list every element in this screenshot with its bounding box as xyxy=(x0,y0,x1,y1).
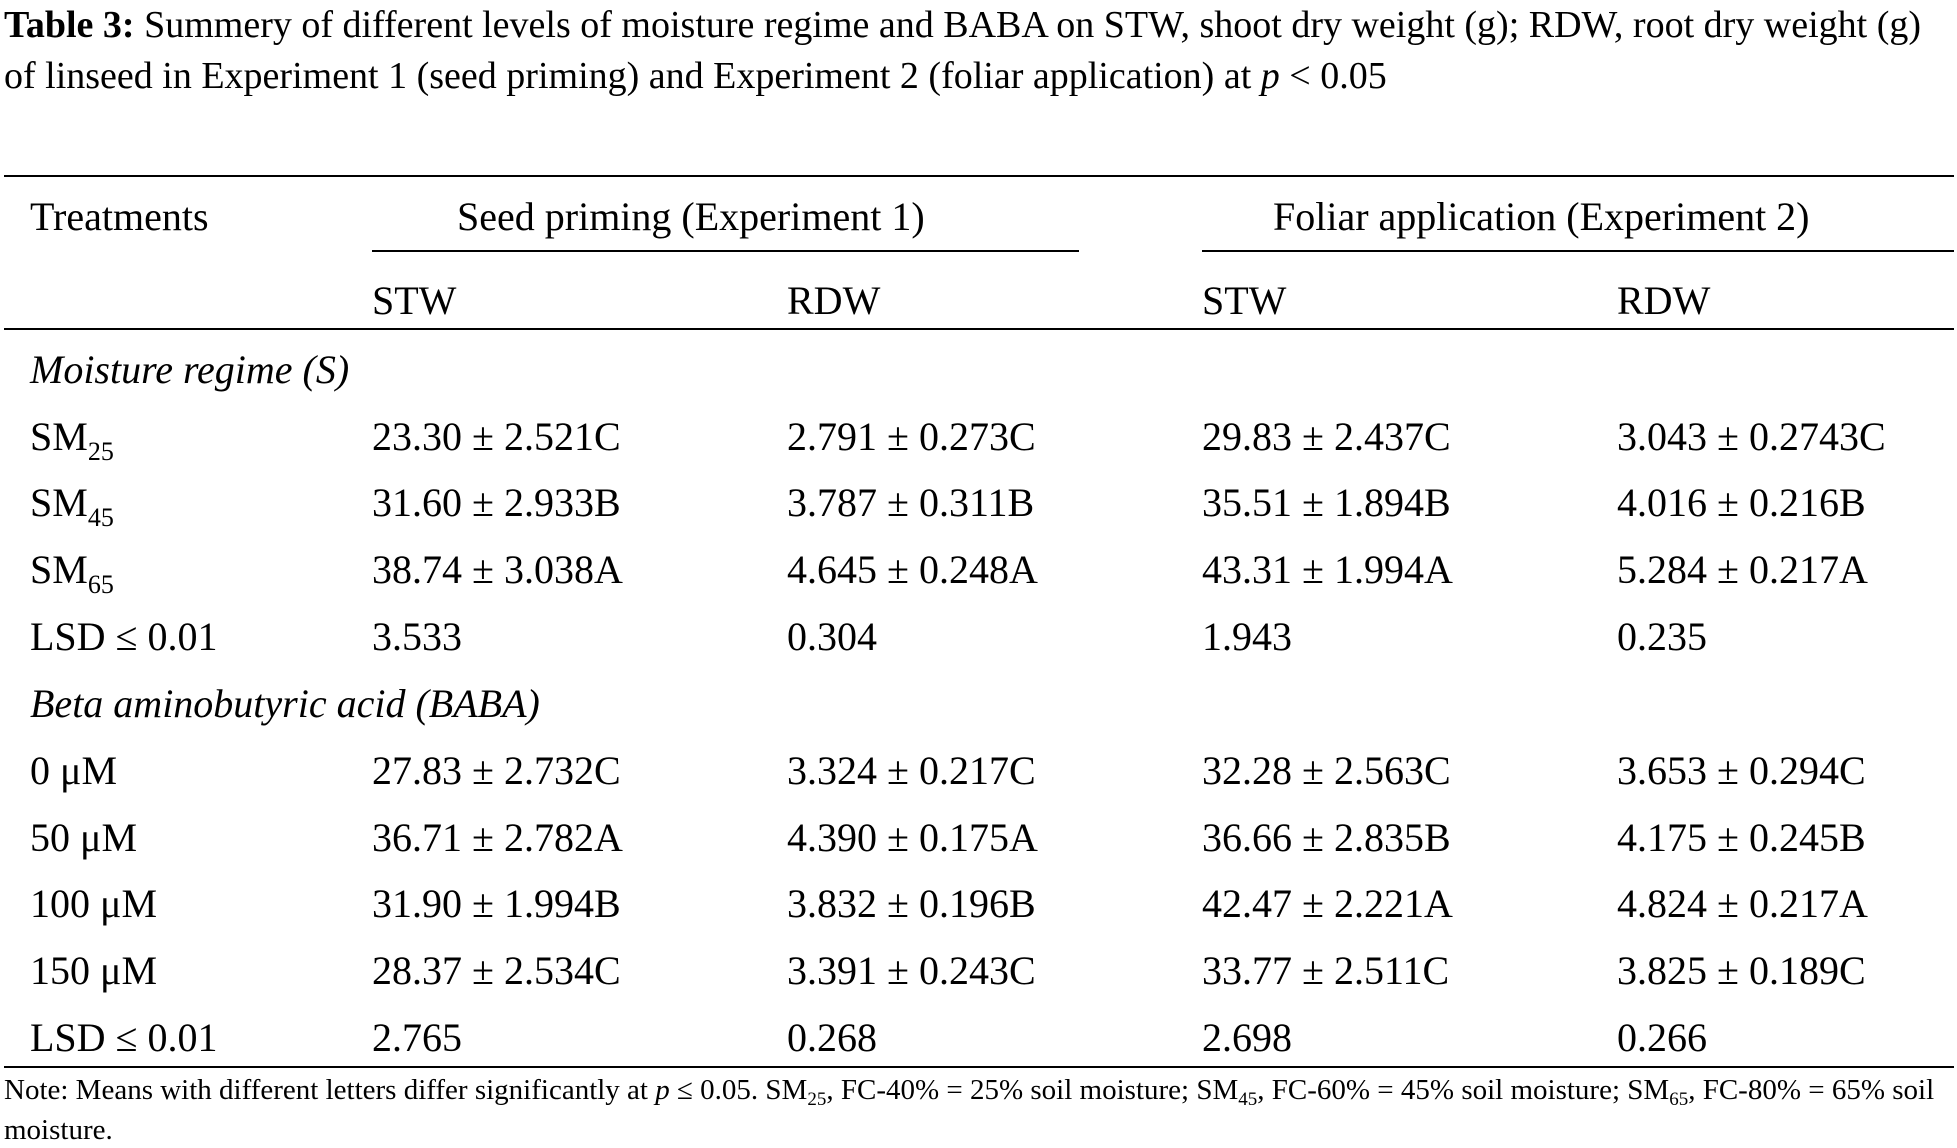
header-foliar-application: Foliar application (Experiment 2) xyxy=(1273,194,1810,239)
cell-e2-rdw: 4.016 ± 0.216B xyxy=(1617,480,1866,525)
cell-e1-stw: 38.74 ± 3.038A xyxy=(372,547,623,592)
cell-e1-stw: 31.90 ± 1.994B xyxy=(372,881,621,926)
row-label-text: SM xyxy=(30,414,88,459)
header-treatments: Treatments xyxy=(30,194,209,239)
caption-p-symbol: p xyxy=(1260,55,1280,97)
caption-text: Summery of different levels of moisture … xyxy=(4,4,1922,97)
header-seed-priming: Seed priming (Experiment 1) xyxy=(457,194,925,239)
cell-e2-rdw: 3.653 ± 0.294C xyxy=(1617,748,1866,793)
bottom-rule xyxy=(4,1066,1954,1068)
cell-e1-stw: 27.83 ± 2.732C xyxy=(372,748,621,793)
note-def: , FC-80% = 65% soil moisture. xyxy=(4,1074,1935,1146)
row-label-text: SM xyxy=(30,547,88,592)
cell-e2-rdw: 3.825 ± 0.189C xyxy=(1617,948,1866,993)
table-note: Note: Means with different letters diffe… xyxy=(4,1072,1954,1148)
note-def: , FC-60% = 45% soil moisture; xyxy=(1257,1074,1621,1106)
cell-e1-rdw: 3.787 ± 0.311B xyxy=(787,480,1035,525)
note-sub: 25 xyxy=(807,1089,827,1110)
cell-e2-rdw: 4.175 ± 0.245B xyxy=(1617,815,1866,860)
note-sub: 45 xyxy=(1238,1089,1258,1110)
header-e1-stw: STW xyxy=(372,278,457,323)
row-label: LSD ≤ 0.01 xyxy=(30,1015,218,1060)
header-e1-rdw: RDW xyxy=(787,278,881,323)
cell-e1-stw: 28.37 ± 2.534C xyxy=(372,948,621,993)
cell-e1-rdw: 2.791 ± 0.273C xyxy=(787,414,1036,459)
header-e2-stw: STW xyxy=(1202,278,1287,323)
cell-e1-stw: 23.30 ± 2.521C xyxy=(372,414,621,459)
caption-p-clause: < 0.05 xyxy=(1289,55,1387,97)
cell-e2-stw: 1.943 xyxy=(1202,614,1292,659)
row-label: 150 μM xyxy=(30,948,158,993)
row-label: 50 μM xyxy=(30,815,138,860)
cell-e1-stw: 31.60 ± 2.933B xyxy=(372,480,621,525)
cell-e2-rdw: 4.824 ± 0.217A xyxy=(1617,881,1868,926)
note-sm65: SM65, FC-80% = 65% soil moisture. xyxy=(4,1074,1934,1146)
cell-e1-rdw: 3.391 ± 0.243C xyxy=(787,948,1036,993)
cell-e2-stw: 43.31 ± 1.994A xyxy=(1202,547,1453,592)
header-e2-rdw: RDW xyxy=(1617,278,1711,323)
cell-e2-rdw: 0.235 xyxy=(1617,614,1707,659)
cell-e1-rdw: 0.268 xyxy=(787,1015,877,1060)
note-def: , FC-40% = 25% soil moisture; xyxy=(826,1074,1190,1106)
row-label: SM25 xyxy=(30,413,114,466)
top-rule xyxy=(4,175,1954,177)
note-sm-label: SM xyxy=(1196,1074,1239,1106)
note-sub: 65 xyxy=(1669,1089,1689,1110)
caption-label: Table 3: xyxy=(4,4,135,46)
row-label: SM45 xyxy=(30,479,114,532)
cell-e2-stw: 2.698 xyxy=(1202,1015,1292,1060)
row-label-sub: 65 xyxy=(87,570,114,599)
note-sm45: SM45, FC-60% = 45% soil moisture; xyxy=(1196,1074,1621,1110)
section-title: Moisture regime (S) xyxy=(30,347,350,392)
cell-e2-stw: 29.83 ± 2.437C xyxy=(1202,414,1451,459)
section-title: Beta aminobutyric acid (BABA) xyxy=(30,681,540,726)
row-label-sub: 45 xyxy=(87,503,114,532)
cell-e2-rdw: 3.043 ± 0.2743C xyxy=(1617,414,1886,459)
cell-e1-stw: 3.533 xyxy=(372,614,462,659)
cell-e2-stw: 36.66 ± 2.835B xyxy=(1202,815,1451,860)
note-p-symbol: p xyxy=(655,1074,670,1106)
row-label: 0 μM xyxy=(30,748,118,793)
cell-e1-rdw: 3.324 ± 0.217C xyxy=(787,748,1036,793)
row-label-sub: 25 xyxy=(87,437,114,466)
cell-e2-stw: 32.28 ± 2.563C xyxy=(1202,748,1451,793)
row-label: 100 μM xyxy=(30,881,158,926)
cell-e1-stw: 2.765 xyxy=(372,1015,462,1060)
cell-e1-rdw: 4.390 ± 0.175A xyxy=(787,815,1038,860)
cell-e2-rdw: 0.266 xyxy=(1617,1015,1707,1060)
cell-e2-stw: 35.51 ± 1.894B xyxy=(1202,480,1451,525)
row-label-text: SM xyxy=(30,480,88,525)
cell-e1-rdw: 4.645 ± 0.248A xyxy=(787,547,1038,592)
group2-underline xyxy=(1202,250,1954,252)
table-caption: Table 3: Summery of different levels of … xyxy=(4,0,1954,102)
cell-e2-rdw: 5.284 ± 0.217A xyxy=(1617,547,1868,592)
cell-e2-stw: 42.47 ± 2.221A xyxy=(1202,881,1453,926)
cell-e2-stw: 33.77 ± 2.511C xyxy=(1202,948,1450,993)
header-rule xyxy=(4,328,1954,330)
note-p-clause: ≤ 0.05. xyxy=(677,1074,759,1106)
group1-underline xyxy=(372,250,1079,252)
cell-e1-rdw: 0.304 xyxy=(787,614,877,659)
cell-e1-rdw: 3.832 ± 0.196B xyxy=(787,881,1036,926)
row-label: LSD ≤ 0.01 xyxy=(30,614,218,659)
note-sm-label: SM xyxy=(1627,1074,1670,1106)
cell-e1-stw: 36.71 ± 2.782A xyxy=(372,815,623,860)
note-sm-label: SM xyxy=(765,1074,808,1106)
note-prefix: Note: Means with different letters diffe… xyxy=(4,1074,648,1106)
note-sm25: SM25, FC-40% = 25% soil moisture; xyxy=(765,1074,1190,1110)
row-label: SM65 xyxy=(30,546,114,599)
